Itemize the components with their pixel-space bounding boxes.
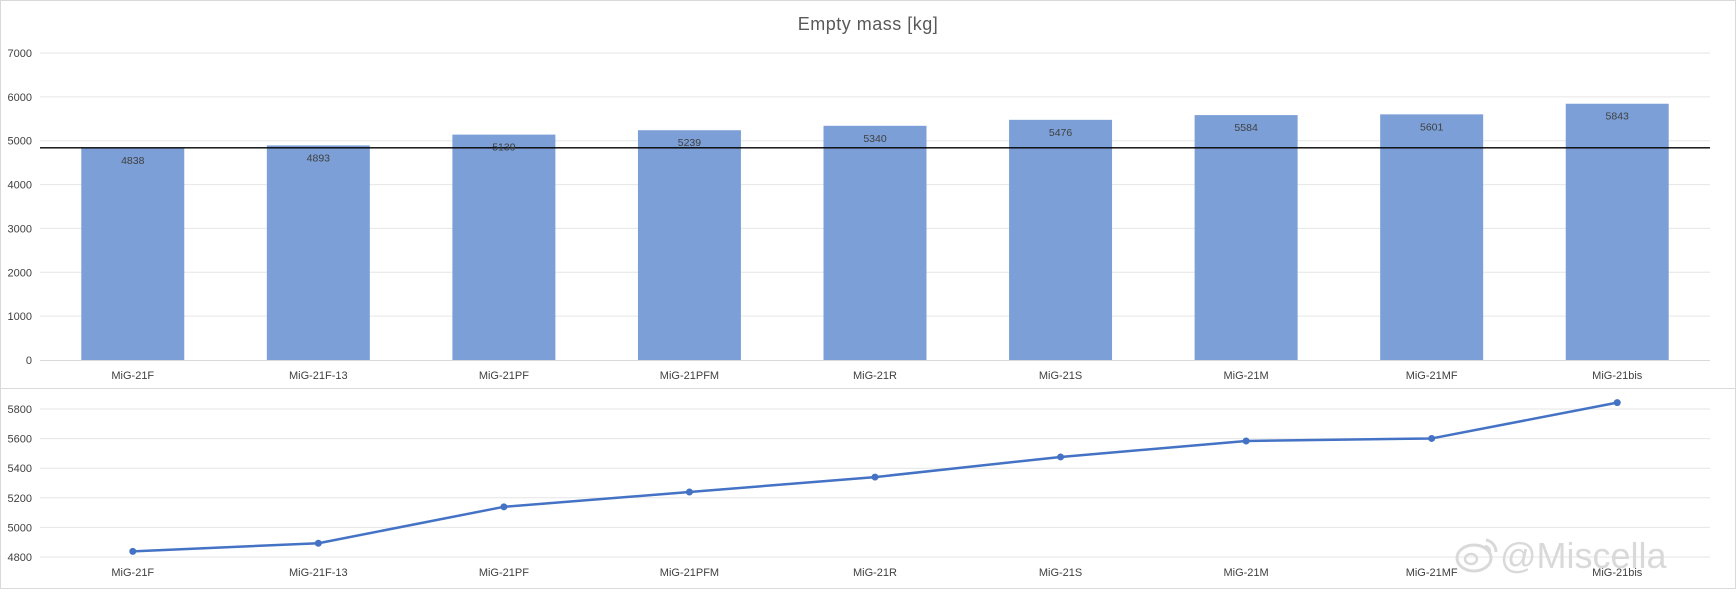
line-point — [129, 547, 137, 555]
weibo-icon — [1455, 538, 1498, 573]
bar-data-label: 5239 — [678, 137, 702, 149]
line-point — [685, 488, 693, 496]
line-point — [871, 473, 879, 481]
line-category-label: MiG-21bis — [1592, 567, 1643, 579]
bar-mark — [1380, 114, 1484, 360]
bar-y-tick-label: 0 — [26, 355, 32, 367]
line-category-label: MiG-21MF — [1406, 567, 1458, 579]
bar-y-tick-label: 2000 — [8, 267, 32, 279]
line-chart-panel: 4800 5000 5200 5400 5600 5800 MiG-21F MiG-21F-1… — [8, 399, 1710, 579]
bar-y-tick-label: 4000 — [8, 180, 32, 192]
bar-mark — [81, 147, 185, 360]
bar-data-label: 5584 — [1234, 122, 1258, 134]
line-point — [500, 503, 508, 511]
line-y-tick-label: 5200 — [8, 493, 32, 505]
bar-category-label: MiG-21S — [1039, 370, 1082, 382]
bar-data-label: 5843 — [1606, 111, 1630, 123]
bar-data-label: 5340 — [863, 133, 887, 145]
bar-mark — [1194, 115, 1298, 360]
bar-chart-panel: 0 1000 2000 3000 4000 5000 6000 7000 4838 4893 513… — [8, 48, 1710, 382]
bar-category-label: MiG-21M — [1223, 370, 1268, 382]
bar-category-label: MiG-21F-13 — [289, 370, 348, 382]
bar-category-label: MiG-21bis — [1592, 370, 1643, 382]
watermark-text: @Miscella — [1500, 535, 1668, 576]
line-y-tick-label: 5600 — [8, 434, 32, 446]
line-point — [1242, 437, 1250, 445]
bar-y-tick-label: 5000 — [8, 136, 32, 148]
bar-category-label: MiG-21MF — [1406, 370, 1458, 382]
line-y-tick-label: 5400 — [8, 463, 32, 475]
bar-mark — [266, 145, 370, 360]
line-category-label: MiG-21F-13 — [289, 567, 348, 579]
line-y-tick-label: 5800 — [8, 404, 32, 416]
line-y-tick-label: 5000 — [8, 522, 32, 534]
line-category-label: MiG-21PFM — [660, 567, 719, 579]
bar-category-label: MiG-21PF — [479, 370, 529, 382]
line-point — [1613, 399, 1621, 407]
watermark: @Miscella — [1455, 535, 1668, 576]
line-category-label: MiG-21F — [111, 567, 154, 579]
line-point — [1057, 453, 1065, 461]
bar-y-tick-label: 7000 — [8, 48, 32, 60]
line-category-label: MiG-21M — [1223, 567, 1268, 579]
bar-category-label: MiG-21PFM — [660, 370, 719, 382]
bar-category-label: MiG-21F — [111, 370, 154, 382]
line-point — [314, 539, 322, 547]
bar-mark — [452, 134, 556, 360]
bar-mark — [637, 130, 741, 360]
line-category-label: MiG-21R — [853, 567, 897, 579]
bar-data-label: 5476 — [1049, 127, 1073, 139]
bar-data-label: 4893 — [307, 152, 331, 164]
line-category-label: MiG-21S — [1039, 567, 1082, 579]
bar-y-tick-label: 3000 — [8, 223, 32, 235]
bar-mark — [1009, 119, 1113, 360]
chart-title: Empty mass [kg] — [798, 14, 939, 34]
line-y-tick-label: 4800 — [8, 552, 32, 564]
bar-y-tick-label: 1000 — [8, 311, 32, 323]
line-category-label: MiG-21PF — [479, 567, 529, 579]
bar-mark — [1565, 103, 1669, 361]
bar-data-label: 5601 — [1420, 121, 1444, 133]
bar-mark — [823, 125, 927, 360]
bar-category-label: MiG-21R — [853, 370, 897, 382]
bar-data-label: 4838 — [121, 155, 145, 167]
bar-data-label: 5139 — [492, 142, 516, 154]
line-point — [1428, 434, 1436, 442]
bar-y-tick-label: 6000 — [8, 92, 32, 104]
